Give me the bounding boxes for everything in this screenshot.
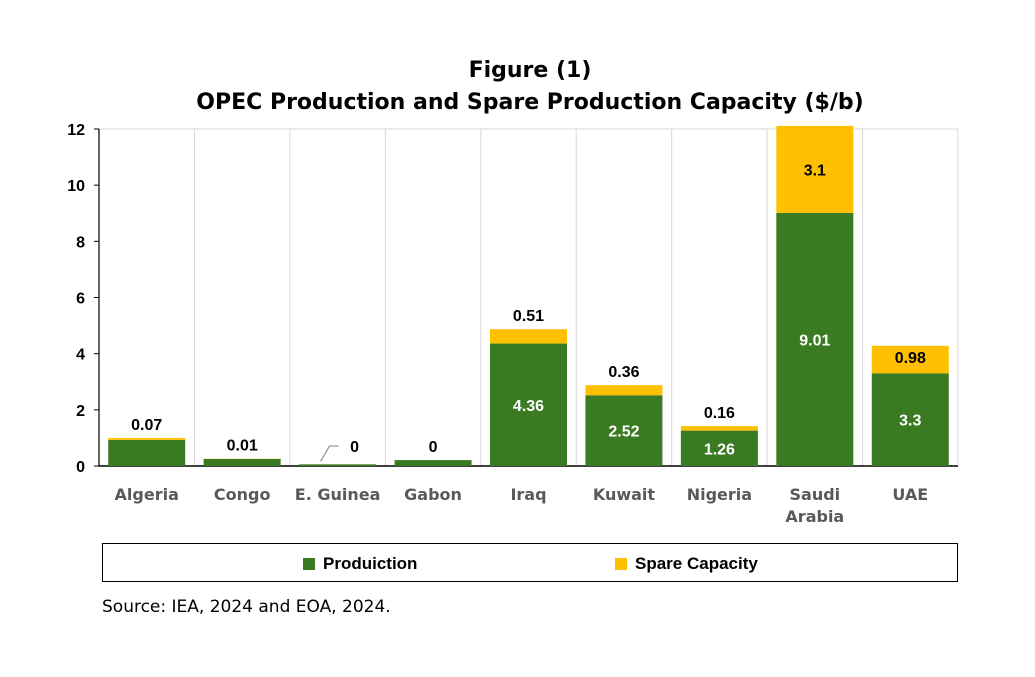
legend-item-spare: Spare Capacity (615, 544, 758, 583)
y-tick-label: 6 (76, 291, 85, 308)
y-tick-label: 10 (67, 178, 85, 195)
bar-production (680, 430, 758, 466)
x-tick-label: Algeria (115, 485, 179, 504)
data-label-spare: 0.16 (704, 405, 735, 422)
y-tick-label: 8 (76, 234, 85, 251)
y-tick-label: 2 (76, 403, 85, 420)
bar-production (871, 373, 949, 466)
source-note: Source: IEA, 2024 and EOA, 2024. (102, 597, 391, 617)
x-tick-label: Congo (214, 485, 271, 504)
bar-spare (776, 125, 854, 213)
y-tick-label: 0 (76, 459, 85, 476)
bar-spare (585, 385, 663, 396)
bar-chart: 0 2 4 6 8 10 12 0.07 Algeria 0.01 Congo 0 E. Guinea 0… (67, 122, 959, 526)
leader-line (320, 445, 339, 462)
x-tick-label: Arabia (785, 507, 844, 526)
x-tick-label: E. Guinea (295, 485, 381, 504)
data-label-spare: 0.36 (608, 364, 639, 381)
x-tick-label: Nigeria (687, 485, 752, 504)
bar-production (203, 458, 281, 466)
data-label-production: 1.26 (704, 441, 735, 458)
bar-production (490, 343, 567, 466)
x-tick-label: Iraq (510, 485, 546, 504)
data-label-production: 4.36 (513, 398, 544, 415)
legend-item-production: Produiction (303, 544, 417, 583)
chart-title: Figure (1) (468, 58, 592, 83)
bar-production (108, 439, 186, 466)
legend: Produiction Spare Capacity (102, 543, 958, 582)
data-label-spare: 0 (429, 439, 438, 456)
bar-spare (108, 437, 186, 440)
legend-label-spare: Spare Capacity (635, 553, 758, 573)
x-tick-label: UAE (892, 485, 928, 504)
data-label-production: 3.3 (899, 413, 921, 430)
bar-spare (490, 329, 567, 344)
x-tick-label: Kuwait (593, 485, 656, 504)
data-label-spare: 0.01 (227, 438, 258, 455)
data-label-spare: 0 (350, 439, 359, 456)
bar-production (394, 460, 472, 466)
data-label-production: 2.52 (608, 424, 639, 441)
bar-spare (871, 345, 949, 374)
data-label-spare: 3.1 (804, 162, 826, 179)
data-label-spare: 0.51 (513, 308, 544, 325)
x-tick-label: Gabon (404, 485, 462, 504)
legend-label-production: Produiction (323, 553, 418, 573)
y-tick-label: 12 (67, 122, 85, 139)
bar-production (585, 395, 663, 466)
data-label-production: 9.01 (799, 332, 830, 349)
chart-subtitle: OPEC Production and Spare Production Cap… (196, 90, 864, 115)
legend-swatch-production (303, 557, 315, 570)
data-label-spare: 0.98 (895, 350, 926, 367)
bar-spare (680, 426, 758, 431)
bar-production (299, 464, 377, 466)
data-label-spare: 0.07 (131, 417, 162, 434)
legend-swatch-spare (615, 557, 627, 570)
y-tick-label: 4 (76, 347, 85, 364)
x-tick-label: Saudi (790, 485, 841, 504)
bar-production (776, 212, 854, 466)
